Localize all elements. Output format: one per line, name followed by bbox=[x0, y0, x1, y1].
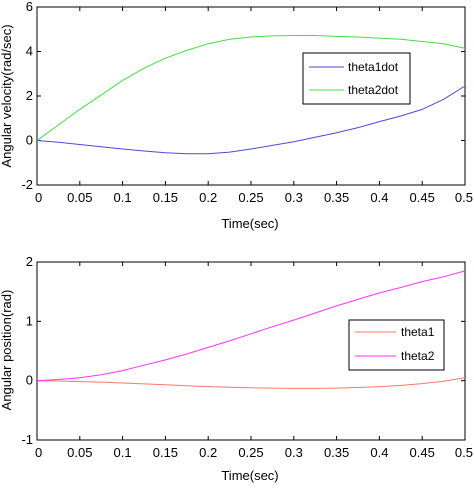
x-tick-label: 0.35 bbox=[324, 445, 349, 460]
position-lines bbox=[36, 270, 466, 389]
y-tick-label: 1 bbox=[26, 313, 33, 328]
velocity-x-ticks: 0 0.05 0.1 0.15 0.2 0.25 0.3 0.35 0.4 0.45 0.5 bbox=[35, 7, 473, 205]
x-tick-label: 0.45 bbox=[410, 190, 435, 205]
x-tick-label: 0.25 bbox=[238, 190, 263, 205]
position-x-ticks: 0 0.05 0.1 0.15 0.2 0.25 0.3 0.35 0.4 0.45 0.5 bbox=[35, 262, 473, 460]
velocity-legend-box bbox=[302, 52, 411, 105]
y-tick-label: 0 bbox=[26, 133, 33, 148]
position-y-axis-label: Angular position(rad) bbox=[0, 290, 14, 411]
legend-label-theta2: theta2 bbox=[401, 349, 435, 363]
position-legend: theta1 theta2 bbox=[348, 319, 445, 371]
x-tick-label: 0.1 bbox=[114, 190, 132, 205]
velocity-y-ticks: -2 0 2 4 6 bbox=[21, 0, 465, 192]
x-tick-label: 0.15 bbox=[153, 445, 178, 460]
x-tick-label: 0.05 bbox=[67, 190, 92, 205]
x-tick-label: 0.5 bbox=[455, 445, 473, 460]
x-tick-label: 0.15 bbox=[153, 190, 178, 205]
x-tick-label: 0.3 bbox=[285, 190, 303, 205]
x-tick-label: 0.4 bbox=[370, 190, 388, 205]
legend-label-theta2dot: theta2dot bbox=[348, 83, 399, 97]
legend-label-theta1dot: theta1dot bbox=[348, 60, 399, 74]
y-tick-label: -2 bbox=[21, 177, 33, 192]
position-legend-box bbox=[348, 319, 445, 371]
x-tick-label: 0.4 bbox=[370, 445, 388, 460]
x-tick-label: 0.05 bbox=[67, 445, 92, 460]
x-tick-label: 0.25 bbox=[238, 445, 263, 460]
x-tick-label: 0.45 bbox=[410, 445, 435, 460]
series-line-theta2 bbox=[36, 270, 466, 382]
x-tick-label: 0.1 bbox=[114, 445, 132, 460]
position-x-axis-label: Time(sec) bbox=[221, 468, 278, 483]
series-line-theta1dot bbox=[36, 85, 466, 155]
y-tick-label: 2 bbox=[26, 254, 33, 269]
velocity-lines bbox=[36, 35, 466, 155]
velocity-legend: theta1dot theta2dot bbox=[302, 52, 411, 105]
x-tick-label: 0.3 bbox=[285, 445, 303, 460]
series-line-theta1 bbox=[36, 377, 466, 389]
x-tick-label: 0 bbox=[35, 190, 42, 205]
series-line-theta2dot bbox=[36, 35, 466, 141]
y-tick-label: -1 bbox=[21, 432, 33, 447]
x-tick-label: 0.2 bbox=[199, 190, 217, 205]
x-tick-label: 0 bbox=[35, 445, 42, 460]
x-tick-label: 0.2 bbox=[199, 445, 217, 460]
y-tick-label: 0 bbox=[26, 373, 33, 388]
legend-label-theta1: theta1 bbox=[401, 325, 435, 339]
y-tick-label: 2 bbox=[26, 88, 33, 103]
y-tick-label: 4 bbox=[26, 44, 33, 59]
y-tick-label: 6 bbox=[26, 0, 33, 14]
velocity-x-axis-label: Time(sec) bbox=[221, 216, 278, 231]
x-tick-label: 0.5 bbox=[455, 190, 473, 205]
x-tick-label: 0.35 bbox=[324, 190, 349, 205]
velocity-y-axis-label: Angular velocity(rad/sec) bbox=[0, 24, 14, 167]
